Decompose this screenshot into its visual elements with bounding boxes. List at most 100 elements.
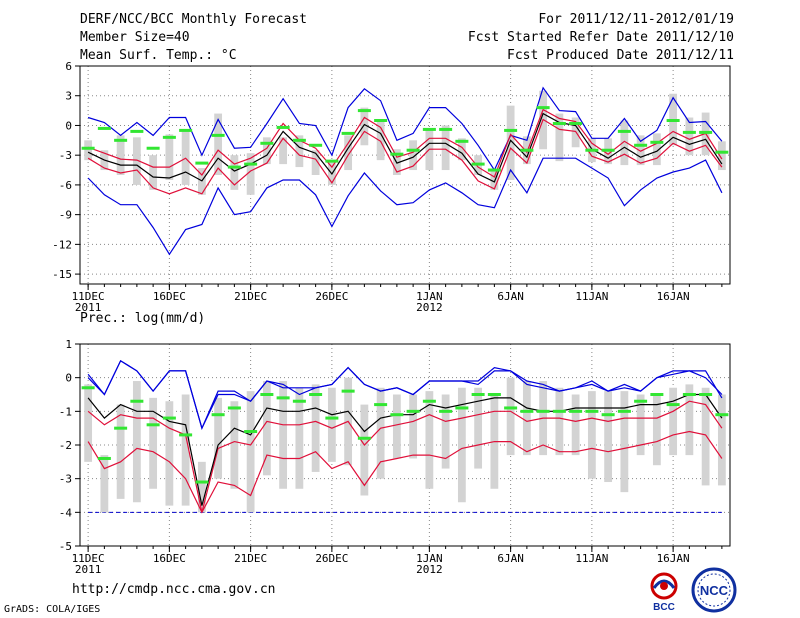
box-range [571,394,580,456]
box-range [522,381,531,456]
x-tick-label: 16DEC [153,552,186,565]
y-tick-label: -12 [52,238,72,251]
median-marker [536,409,550,413]
median-marker [390,413,404,417]
median-marker [244,430,258,434]
box-range [344,135,353,171]
median-marker [569,121,583,125]
median-marker [585,148,599,152]
box-range [132,381,141,503]
box-range [132,137,141,185]
x-tick-label: 26DEC [315,552,348,565]
box-range [441,125,450,171]
box-range [555,113,564,162]
box-range [685,384,694,456]
median-marker [406,409,420,413]
median-marker [715,413,729,417]
x-tick-label: 11DEC [72,552,105,565]
y-tick-label: 3 [65,90,72,103]
median-marker [97,456,111,460]
median-marker [325,416,339,420]
box-range [295,387,304,489]
x-tick-label: 16DEC [153,290,186,303]
box-range [116,404,125,499]
box-range [636,394,645,456]
y-tick-label: -15 [52,268,72,281]
box-range [587,391,596,479]
median-marker [374,403,388,407]
x-tick-label: 21DEC [234,552,267,565]
median-marker [422,399,436,403]
median-marker [227,165,241,169]
median-marker [617,129,631,133]
x-tick-label: 11JAN [575,290,608,303]
box-range [409,394,418,459]
median-marker [179,128,193,132]
box-range [197,461,206,513]
box-range [506,105,515,180]
y-tick-label: -3 [59,473,72,486]
median-marker [682,130,696,134]
x-tick-label: 16JAN [657,290,690,303]
box-range [246,391,255,513]
median-marker [666,403,680,407]
box-range [279,381,288,489]
median-marker [520,409,534,413]
x-tick-label: 26DEC [315,290,348,303]
box-range [214,397,223,479]
median-marker [650,393,664,396]
x-tick-year-label: 2012 [416,301,443,314]
median-marker [455,139,469,143]
median-marker [471,162,485,166]
median-marker [504,406,518,410]
box-range [409,140,418,171]
median-marker [130,399,144,403]
ensemble-mean-line [87,112,723,183]
box-range [230,155,239,190]
median-marker [455,406,469,410]
box-range [279,137,288,165]
median-marker [325,159,339,163]
box-range [149,155,158,190]
median-marker [552,121,566,125]
bcc-logo: BCC [650,572,678,613]
box-range [295,135,304,168]
x-tick-label: 1JAN [416,290,443,303]
median-marker [244,162,258,166]
box-range [474,387,483,469]
median-marker [390,152,404,156]
median-marker [81,146,95,150]
median-marker [504,128,518,132]
min-line [87,157,723,256]
median-marker [341,389,355,393]
plot-frame [79,65,731,285]
median-marker [374,119,388,122]
box-range [506,377,515,456]
website-url[interactable]: http://cmdp.ncc.cma.gov.cn [72,582,276,597]
y-tick-label: 6 [65,60,72,73]
median-marker [211,413,225,417]
box-range [620,391,629,493]
box-range [327,160,336,185]
median-marker [471,393,485,396]
max-line [87,86,723,172]
box-range [84,384,93,462]
median-marker [520,148,534,152]
box-range [116,135,125,175]
spread-upper-line [87,400,723,513]
median-marker [114,138,128,142]
box-range [457,138,466,161]
x-tick-year-label: 2011 [75,563,102,576]
box-range [717,141,726,171]
median-marker [309,143,323,147]
spread-lower-line [87,430,723,514]
median-marker [162,416,176,420]
box-range [149,397,158,489]
box-range [555,387,564,456]
box-range [214,113,223,175]
box-range [376,119,385,161]
median-marker [569,409,583,413]
median-marker [260,393,274,396]
median-marker [601,413,615,417]
